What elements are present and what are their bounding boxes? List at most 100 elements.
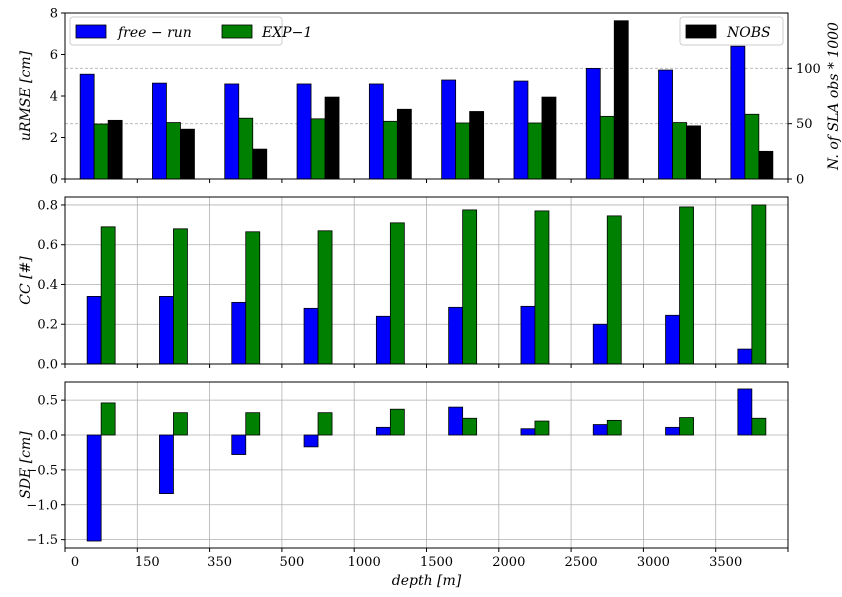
bar-free-run: [231, 301, 247, 365]
bar-exp-1: [534, 420, 550, 436]
y-tick-label: 0.6: [37, 238, 58, 253]
y-tick-label: 2: [50, 131, 58, 146]
legend-label-exp1: EXP−1: [261, 25, 312, 41]
bar-exp-1: [527, 122, 543, 180]
legend: free − run EXP−1 NOBS: [69, 16, 784, 46]
bar-free-run: [513, 80, 529, 180]
x-tick-label: 3500: [709, 555, 742, 570]
x-tick-label: 3000: [637, 555, 670, 570]
bar-exp-1: [751, 204, 767, 365]
bar-exp-1: [166, 122, 181, 180]
bar-free-run: [224, 83, 240, 180]
bar-exp-1: [462, 209, 478, 365]
bar-free-run: [79, 73, 95, 180]
bar-exp-1: [317, 412, 333, 436]
y-tick-label: 0.4: [37, 278, 58, 293]
bar-free-run: [159, 434, 174, 494]
y-tick-label: 8: [50, 7, 58, 22]
bar-free-run: [303, 434, 319, 448]
bar-exp-1: [462, 417, 478, 436]
bar-nobs: [541, 96, 557, 180]
bar-free-run: [231, 434, 247, 455]
panel-cc: 0.0 0.2 0.4 0.6 0.8 CC [#]: [18, 196, 789, 373]
y-tick-label: 0.5: [37, 394, 58, 409]
y-axis-label: CC [#]: [18, 256, 34, 305]
y-right-tick-label: 0: [796, 173, 804, 188]
bar-exp-1: [100, 402, 116, 436]
bar-free-run: [368, 83, 384, 180]
bar-exp-1: [173, 412, 188, 436]
bar-exp-1: [93, 123, 109, 180]
bar-free-run: [448, 306, 464, 365]
y-tick-label: 0: [50, 173, 58, 188]
bar-exp-1: [173, 228, 188, 365]
x-tick-label: 1000: [348, 555, 381, 570]
bar-exp-1: [599, 115, 615, 180]
y-tick-label: 0.0: [37, 358, 58, 373]
x-tick-label: 0: [71, 555, 79, 570]
bar-exp-1: [455, 122, 471, 180]
bar-free-run: [592, 323, 608, 365]
bar-free-run: [665, 314, 680, 365]
bar-free-run: [86, 296, 102, 365]
y-tick-label: 0.2: [37, 318, 58, 333]
bar-nobs: [758, 150, 774, 180]
bar-exp-1: [317, 230, 333, 365]
y-right-tick-label: 50: [796, 117, 813, 132]
bar-free-run: [375, 315, 391, 365]
bar-exp-1: [310, 118, 326, 180]
bar-exp-1: [606, 215, 622, 365]
bar-nobs: [613, 20, 629, 180]
legend-swatch-nobs: [685, 24, 717, 39]
x-tick-label: 350: [207, 555, 232, 570]
y-tick-label: 6: [50, 48, 58, 63]
bar-free-run: [585, 68, 601, 180]
y-tick-label: 0.8: [37, 198, 58, 213]
y-tick-label: 0.0: [37, 429, 58, 444]
bar-exp-1: [382, 120, 398, 180]
bar-nobs: [252, 148, 268, 180]
bar-exp-1: [534, 210, 550, 365]
bar-exp-1: [744, 113, 760, 180]
bar-free-run: [737, 348, 753, 365]
bar-nobs: [107, 119, 123, 180]
bar-exp-1: [751, 417, 767, 436]
bar-exp-1: [100, 226, 116, 365]
bar-free-run: [86, 434, 102, 542]
bar-free-run: [303, 307, 319, 365]
y-tick-label: −0.5: [26, 463, 58, 478]
y-tick-label: 4: [50, 90, 58, 105]
bar-free-run: [441, 79, 457, 180]
bar-free-run: [520, 305, 536, 365]
bar-free-run: [152, 82, 167, 180]
y-axis-label: SDE [cm]: [18, 431, 34, 499]
bar-exp-1: [672, 122, 687, 180]
bar-nobs: [180, 128, 195, 180]
bar-exp-1: [245, 231, 261, 365]
y-right-tick-label: 100: [796, 62, 821, 77]
bar-nobs: [324, 96, 340, 180]
y-tick-label: −1.5: [26, 533, 58, 548]
bar-nobs: [686, 125, 701, 180]
bar-nobs: [396, 108, 412, 180]
bar-free-run: [592, 424, 608, 436]
legend-swatch-exp1: [221, 24, 253, 39]
y-right-axis-label: N. of SLA obs * 1000: [826, 22, 842, 171]
bar-exp-1: [245, 412, 261, 436]
bar-exp-1: [679, 417, 694, 436]
legend-swatch-free-run: [75, 24, 107, 39]
x-tick-label: 500: [279, 555, 304, 570]
x-tick-label: 2000: [492, 555, 525, 570]
bar-free-run: [665, 426, 680, 436]
y-axis-label: uRMSE [cm]: [18, 50, 34, 141]
panel-urmse: 0 2 4 6 8 0 50 100 N. of SLA obs * 1000 uRMSE [cm…: [18, 7, 842, 188]
bar-free-run: [448, 406, 464, 436]
bar-exp-1: [606, 419, 622, 436]
legend-label-nobs: NOBS: [726, 25, 771, 41]
panel-sde: −1.5 −1.0 −0.5 0.0 0.5 SDE [cm] 0 150 350 500 1000…: [18, 381, 789, 589]
bar-exp-1: [389, 408, 405, 436]
bar-exp-1: [679, 206, 694, 365]
bar-free-run: [520, 428, 536, 436]
x-tick-label: 2500: [565, 555, 598, 570]
legend-label-free-run: free − run: [117, 25, 192, 41]
